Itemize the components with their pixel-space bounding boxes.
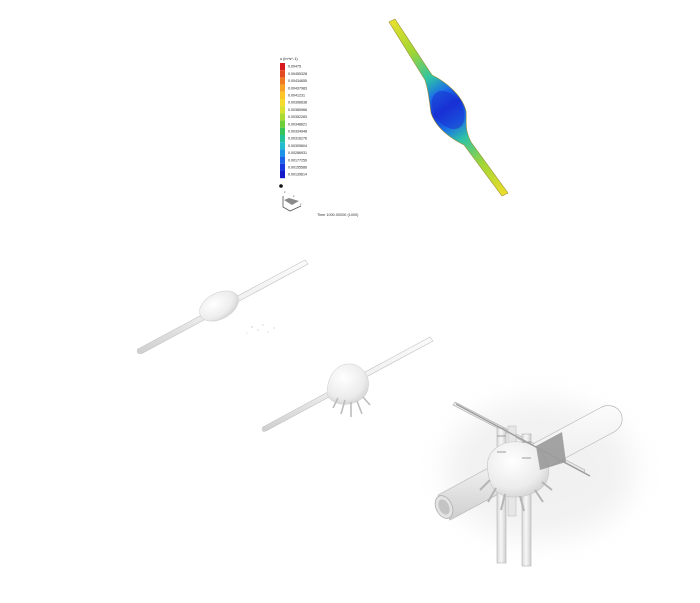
triad-origin-dot	[279, 184, 283, 188]
legend-value-label: 0.00139614	[288, 173, 307, 177]
legend-value-label: 0.00475	[288, 65, 301, 69]
velocity-bulb-core	[431, 90, 465, 130]
legend-swatch	[280, 120, 285, 128]
legend-labels: 0.00475 0.00455328 0.00434655 0.00437983 0.0…	[288, 65, 307, 177]
triad-axis-y: y	[300, 202, 302, 206]
legend-value-label: 0.00177259	[288, 158, 307, 162]
legend-value-label: 0.00286931	[288, 151, 307, 155]
legend-swatch	[280, 163, 285, 171]
legend-swatch	[280, 142, 285, 150]
model2-pipe-end	[261, 426, 267, 432]
legend-value-label: 0.00305604	[288, 144, 307, 148]
legend-value-label: 0.00437983	[288, 86, 307, 90]
legend-swatches	[280, 63, 285, 179]
model-pipe-with-bulb	[136, 259, 309, 355]
legend-value-label: 0.00385966	[288, 108, 307, 112]
triad-plane	[284, 198, 299, 205]
model3-struts	[479, 479, 553, 512]
model3-column-bands	[497, 435, 531, 459]
legend-value-label: 0.00155586	[288, 165, 307, 169]
triad-axis-x: x	[293, 194, 295, 198]
model3-crossbar-front	[455, 403, 591, 477]
legend-swatch	[280, 70, 285, 78]
model3-pipe-opening-inner	[438, 499, 450, 515]
axis-triad: x z y	[279, 184, 302, 212]
legend-value-label: 0.0041231	[288, 93, 305, 97]
legend-swatch	[280, 156, 285, 164]
velocity-legend: u (m^s^-1) 0.004750.004553280.004346550.…	[280, 57, 307, 179]
model1-pipe-end	[136, 348, 142, 354]
legend-value-label: 0.00334948	[288, 129, 307, 133]
legend-swatch	[280, 84, 285, 92]
legend-swatch	[280, 99, 285, 107]
time-label: Time 1000.00000 (1000)	[317, 213, 359, 217]
legend-swatch	[280, 171, 285, 179]
model1-bulb	[199, 290, 239, 322]
model-pipe-with-struts	[261, 336, 434, 432]
triad-lines	[282, 196, 302, 212]
legend-swatch	[280, 149, 285, 157]
legend-swatch	[280, 127, 285, 135]
model2-bulb	[326, 363, 369, 405]
legend-swatch	[280, 63, 285, 71]
legend-swatch	[280, 135, 285, 143]
triad-axis-z: z	[284, 190, 286, 194]
legend-swatch	[280, 113, 285, 121]
velocity-field-pipe	[388, 18, 509, 197]
legend-value-label: 0.00348621	[288, 122, 307, 126]
legend-swatch	[280, 91, 285, 99]
legend-value-label: 0.00434655	[288, 79, 307, 83]
legend-swatch	[280, 77, 285, 85]
legend-value-label: 0.00352283	[288, 115, 307, 119]
legend-value-label: 0.00316276	[288, 137, 307, 141]
model3-bracket	[536, 432, 566, 470]
model1-debris	[246, 324, 275, 334]
model3-bulb	[487, 441, 550, 498]
legend-value-label: 0.00455328	[288, 72, 307, 76]
model-full-assembly	[434, 400, 635, 567]
legend-swatch	[280, 106, 285, 114]
legend-value-label: 0.00396638	[288, 101, 307, 105]
model2-struts	[332, 396, 371, 417]
legend-title: u (m^s^-1)	[280, 57, 298, 61]
